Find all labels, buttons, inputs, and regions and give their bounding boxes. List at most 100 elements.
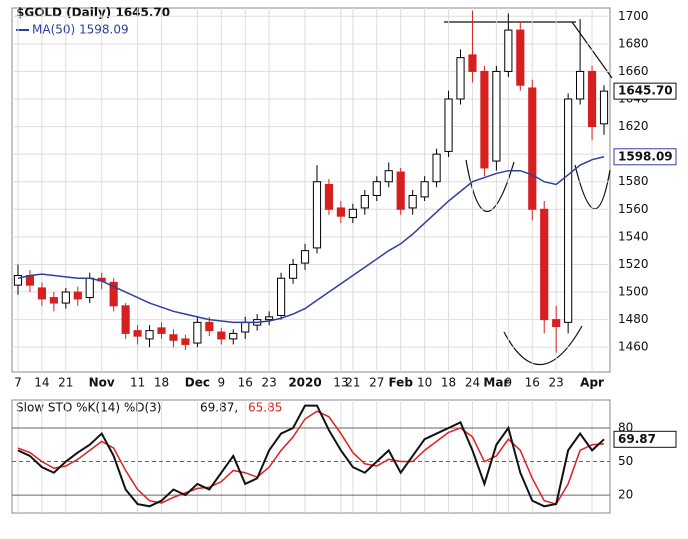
x-tick-label: Dec xyxy=(185,376,210,390)
candle-body xyxy=(420,181,429,198)
candle-body xyxy=(300,250,310,264)
candle-body xyxy=(396,171,405,210)
candle-body xyxy=(552,319,561,327)
candle-body xyxy=(265,316,274,321)
value-tag xyxy=(613,148,677,166)
ma-line xyxy=(17,156,605,324)
x-tick-label: 18 xyxy=(154,376,169,390)
value-tag-label: 1645.70 xyxy=(618,84,673,98)
candle-body xyxy=(61,291,70,304)
candle-body xyxy=(133,330,142,337)
candle-body xyxy=(241,321,250,333)
candle-body xyxy=(528,87,537,210)
x-tick-label: Nov xyxy=(89,376,115,390)
sto-frame xyxy=(11,399,611,514)
candle-body xyxy=(109,281,118,307)
y-tick-label: 1480 xyxy=(618,312,649,326)
candle-body xyxy=(480,70,489,169)
candle-body xyxy=(468,54,477,72)
x-tick-label: 14 xyxy=(34,376,49,390)
candle-body xyxy=(599,90,609,125)
candle-body xyxy=(384,170,393,183)
sto-line xyxy=(17,404,605,508)
y-tick-label: 1660 xyxy=(618,64,649,78)
candle-body xyxy=(492,70,501,162)
value-tag xyxy=(613,82,677,100)
sto-line xyxy=(17,410,605,505)
y-tick-label: 1460 xyxy=(618,340,649,354)
k-legend: 69.87, xyxy=(200,401,238,415)
candle-body xyxy=(205,321,214,332)
candle-body xyxy=(193,321,202,344)
candle-body xyxy=(540,208,549,321)
candle-body xyxy=(157,327,166,334)
x-tick-label: 13 xyxy=(333,376,348,390)
y-tick-label: 20 xyxy=(618,488,633,502)
x-tick-label: 10 xyxy=(417,376,432,390)
candle-body xyxy=(456,57,465,100)
candle-body xyxy=(432,153,441,183)
y-tick-label: 1620 xyxy=(618,119,649,133)
candle-body xyxy=(564,98,573,323)
y-tick-label: 50 xyxy=(618,454,633,468)
candle-body xyxy=(360,195,369,209)
x-tick-label: Mar xyxy=(483,376,509,390)
x-tick-label: 23 xyxy=(549,376,564,390)
candle-body xyxy=(229,332,238,340)
x-tick-label: 9 xyxy=(217,376,225,390)
candle-body xyxy=(516,29,525,86)
candle-body xyxy=(324,183,334,210)
x-tick-label: 24 xyxy=(465,376,480,390)
x-tick-label: 9 xyxy=(505,376,513,390)
candle-body xyxy=(121,305,130,334)
candle-body xyxy=(348,208,357,219)
value-tag-label: 1598.09 xyxy=(618,149,673,163)
candle-body xyxy=(372,181,381,197)
candle-body xyxy=(13,274,23,286)
candle-body xyxy=(181,338,190,345)
candle-body xyxy=(73,291,82,300)
candle-body xyxy=(444,98,453,152)
pattern-annotations xyxy=(444,21,613,366)
chart-title: $GOLD (Daily) 1645.70 xyxy=(16,6,170,20)
x-tick-label: 16 xyxy=(525,376,540,390)
x-tick-label: 7 xyxy=(14,376,22,390)
ma-legend: MA(50) 1598.09 xyxy=(32,23,129,37)
candle-body xyxy=(312,181,322,249)
candle-body xyxy=(576,70,585,100)
x-tick-label: 27 xyxy=(369,376,384,390)
candle-body xyxy=(145,330,154,340)
candle-body xyxy=(37,287,46,300)
y-tick-label: 1680 xyxy=(618,36,649,50)
y-tick-label: 1580 xyxy=(618,174,649,188)
y-tick-label: 1700 xyxy=(618,9,649,23)
x-tick-label: 23 xyxy=(261,376,276,390)
x-tick-label: Apr xyxy=(580,376,604,390)
value-tag-label: 69.87 xyxy=(618,432,656,446)
candle-body xyxy=(49,297,58,304)
x-tick-label: 16 xyxy=(238,376,253,390)
x-tick-label: 11 xyxy=(130,376,145,390)
candle-body xyxy=(288,263,298,279)
candle-body xyxy=(504,29,513,72)
x-tick-label: 21 xyxy=(58,376,73,390)
y-tick-label: 1520 xyxy=(618,257,649,271)
price-frame xyxy=(11,7,611,373)
candle-body xyxy=(217,331,226,340)
candle-body xyxy=(277,277,286,316)
candle-body xyxy=(408,195,417,209)
candle-body xyxy=(587,70,597,128)
y-tick-label: 1500 xyxy=(618,285,649,299)
x-tick-label: 2020 xyxy=(288,376,321,390)
x-tick-label: Feb xyxy=(388,376,413,390)
d-legend: 65.85 xyxy=(248,401,282,415)
candle-body xyxy=(336,207,345,217)
candle-body xyxy=(169,334,178,341)
candle-body xyxy=(85,277,94,299)
y-tick-label: 1560 xyxy=(618,202,649,216)
x-tick-label: 18 xyxy=(441,376,456,390)
y-tick-label: 1540 xyxy=(618,229,649,243)
value-tag xyxy=(613,430,677,448)
candle-body xyxy=(25,274,35,286)
